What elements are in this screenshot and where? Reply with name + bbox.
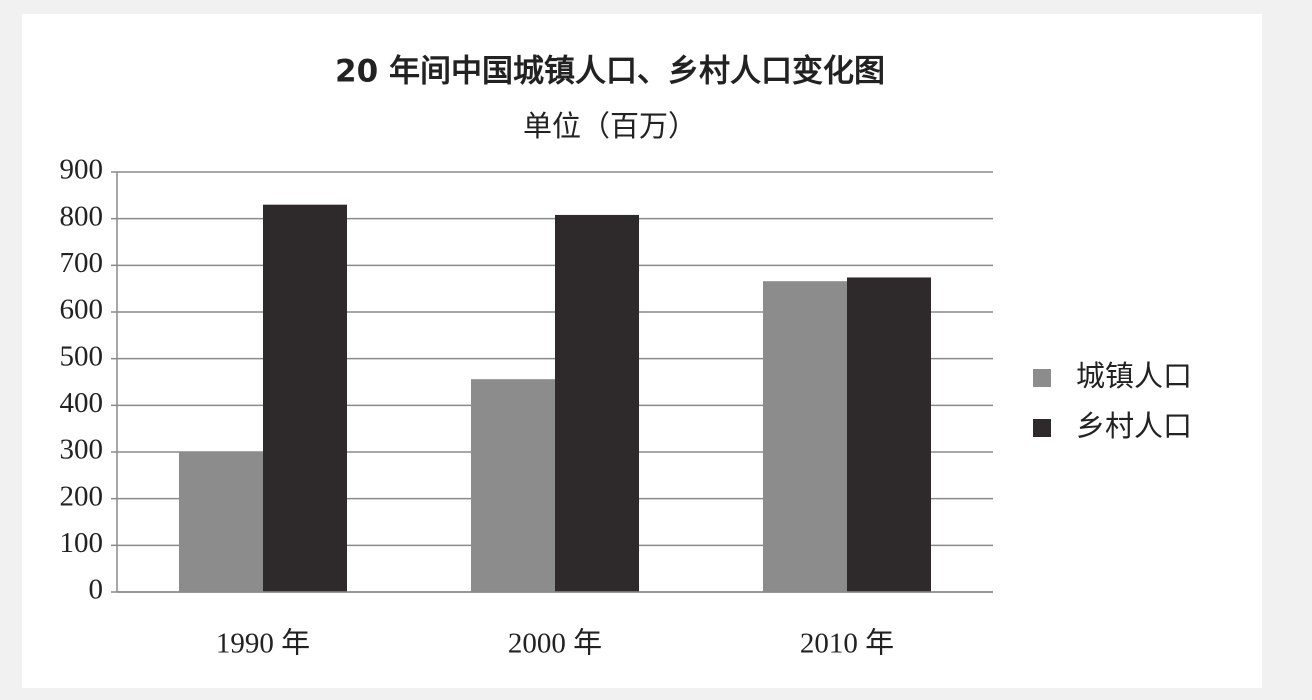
x-tick-label: 2000 年 [508, 627, 602, 660]
y-tick-label: 900 [60, 154, 104, 186]
chart-subtitle: 单位（百万） [523, 109, 697, 143]
x-tick-label: 1990 年 [216, 627, 310, 660]
y-tick-label: 200 [60, 480, 104, 512]
y-tick-label: 400 [60, 387, 104, 419]
y-tick-label: 0 [89, 574, 104, 606]
y-tick-label: 700 [60, 247, 104, 279]
bar [471, 379, 555, 592]
y-tick-label: 300 [60, 434, 104, 466]
y-tick-label: 100 [60, 527, 104, 559]
legend-label: 城镇人口 [1076, 359, 1192, 393]
bar [555, 214, 639, 592]
chart-title: 20 年间中国城镇人口、乡村人口变化图 [335, 54, 885, 90]
y-tick-label: 600 [60, 294, 104, 326]
bar [763, 281, 847, 592]
y-tick-label: 800 [60, 200, 104, 232]
legend-label: 乡村人口 [1076, 409, 1192, 443]
bar [263, 204, 347, 592]
legend-swatch [1033, 369, 1051, 387]
legend-swatch [1033, 419, 1051, 437]
x-tick-label: 2010 年 [800, 627, 894, 660]
bar [179, 452, 263, 592]
y-tick-label: 500 [60, 340, 104, 372]
bar [847, 277, 931, 592]
